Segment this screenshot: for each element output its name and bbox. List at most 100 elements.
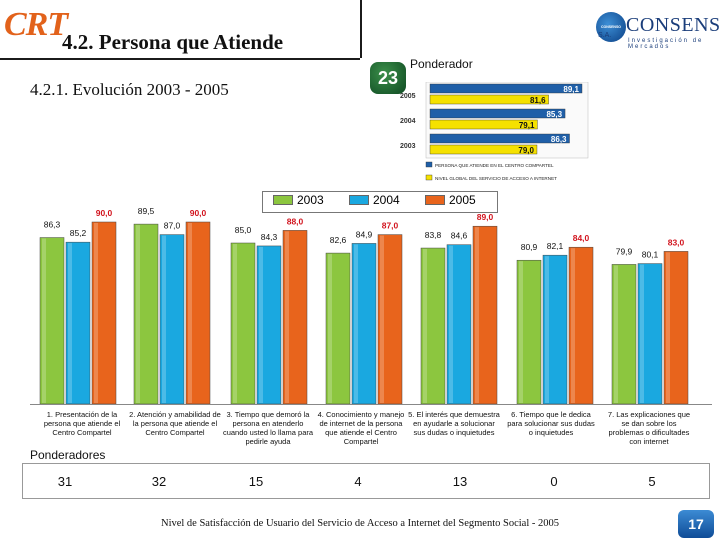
category-label-6: 6. Tiempo que le dedica para solucionar … bbox=[507, 410, 595, 437]
bar-label-q4-2005: 87,0 bbox=[382, 221, 399, 231]
legend-item-2005: 2005 bbox=[425, 193, 476, 207]
legend-label-2004: 2004 bbox=[373, 193, 400, 207]
bar-shine-q1-2005 bbox=[94, 223, 98, 403]
category-label-7: 7. Las explicaciones que se dan sobre lo… bbox=[607, 410, 691, 446]
summary-bar-label-2003-global: 79,0 bbox=[518, 146, 534, 155]
summary-bar-label-2005-persona: 89,1 bbox=[563, 85, 579, 94]
summary-category-2003: 2003 bbox=[400, 143, 416, 150]
summary-bar-label-2004-persona: 85,3 bbox=[546, 110, 562, 119]
bar-q6-2004 bbox=[542, 254, 568, 405]
summary-bar-2003-persona bbox=[429, 133, 570, 144]
footer-caption: Nivel de Satisfacción de Usuario del Ser… bbox=[160, 518, 559, 529]
bar-q4-2005 bbox=[377, 234, 403, 405]
summary-bar-2004-persona bbox=[429, 108, 566, 119]
category-label-5: 5. El interés que demuestra en ayudarle … bbox=[408, 410, 500, 437]
brand-tagline: Investigación de Mercados bbox=[628, 38, 704, 50]
bar-label-q3-2003: 85,0 bbox=[235, 225, 252, 235]
consenso-logo-icon: CONSENSO bbox=[596, 12, 626, 42]
legend-swatch-2003 bbox=[273, 195, 293, 205]
summary-legend-label-2: NIVEL GLOBAL DEL SERVICIO DE ACCESO A IN… bbox=[435, 176, 557, 181]
bar-shine-q2-2004 bbox=[162, 235, 166, 403]
bar-q1-2005 bbox=[91, 221, 117, 405]
legend-label-2003: 2003 bbox=[297, 193, 324, 207]
bar-label-q6-2003: 80,9 bbox=[521, 242, 538, 252]
summary-category-2005: 2005 bbox=[400, 93, 416, 100]
ponderador-value-1: 31 bbox=[57, 474, 73, 489]
bar-q7-2004 bbox=[637, 263, 663, 405]
summary-category-2004: 2004 bbox=[400, 118, 416, 125]
bar-label-q7-2004: 80,1 bbox=[642, 250, 659, 260]
ponderador-label: Ponderador bbox=[410, 57, 473, 71]
bar-label-q2-2003: 89,5 bbox=[138, 206, 155, 216]
summary-legend-label-1: PERSONA QUE ATIENDE EN EL CENTRO COMPART… bbox=[435, 163, 554, 168]
legend-item-2003: 2003 bbox=[273, 193, 324, 207]
summary-bar-chart: 2005 89,1 81,6 2004 85,3 79,1 2003 86,3 79,0 PERS… bbox=[400, 82, 589, 181]
bar-label-q5-2004: 84,6 bbox=[451, 231, 468, 241]
ponderador-value-4: 4 bbox=[354, 474, 362, 489]
ponderador-value-6: 0 bbox=[550, 474, 558, 489]
bar-shine-q6-2003 bbox=[519, 261, 523, 403]
bar-shine-q4-2005 bbox=[380, 235, 384, 403]
summary-bar-2004-global bbox=[429, 119, 538, 130]
bar-shine-q4-2003 bbox=[328, 254, 332, 403]
bar-shine-q4-2004 bbox=[354, 244, 358, 403]
summary-legend-swatch-1 bbox=[425, 161, 433, 168]
bar-q3-2005 bbox=[282, 230, 308, 405]
bar-label-q6-2005: 84,0 bbox=[573, 233, 590, 243]
bar-shine-q1-2004 bbox=[68, 243, 72, 403]
ponderador-value-7: 5 bbox=[648, 474, 656, 489]
summary-bar-2005-persona bbox=[429, 83, 583, 94]
legend-label-2005: 2005 bbox=[449, 193, 476, 207]
bar-shine-q1-2003 bbox=[42, 238, 46, 403]
bar-q6-2005 bbox=[568, 246, 594, 405]
category-label-4: 4. Conocimiento y manejo de internet de … bbox=[317, 410, 405, 446]
bar-shine-q7-2004 bbox=[640, 264, 644, 403]
bar-q4-2003 bbox=[325, 252, 351, 405]
summary-legend-swatch-2 bbox=[425, 174, 433, 181]
bar-label-q1-2005: 90,0 bbox=[96, 208, 113, 218]
bar-q3-2004 bbox=[256, 245, 282, 405]
bar-q2-2005 bbox=[185, 221, 211, 405]
bar-q5-2004 bbox=[446, 244, 472, 405]
legend-item-2004: 2004 bbox=[349, 193, 400, 207]
ponderador-value-3: 15 bbox=[248, 474, 264, 489]
bar-shine-q5-2003 bbox=[423, 249, 427, 403]
bar-label-q5-2003: 83,8 bbox=[425, 230, 442, 240]
header-divider bbox=[0, 58, 360, 60]
bar-shine-q2-2005 bbox=[188, 223, 192, 403]
bar-shine-q6-2004 bbox=[545, 256, 549, 403]
bar-label-q2-2004: 87,0 bbox=[164, 221, 181, 231]
bar-q1-2004 bbox=[65, 241, 91, 405]
bar-shine-q6-2005 bbox=[571, 248, 575, 403]
bar-shine-q5-2004 bbox=[449, 245, 453, 403]
bar-label-q2-2005: 90,0 bbox=[190, 208, 207, 218]
ponderador-badge: 23 bbox=[370, 62, 406, 94]
bar-q5-2003 bbox=[420, 247, 446, 405]
bar-shine-q5-2005 bbox=[475, 227, 479, 403]
bar-label-q4-2003: 82,6 bbox=[330, 235, 347, 245]
bar-label-q7-2005: 83,0 bbox=[668, 237, 685, 247]
page-number: 17 bbox=[678, 510, 714, 538]
summary-bar-2005-global bbox=[429, 94, 549, 105]
header-divider-vertical bbox=[360, 0, 362, 58]
bar-label-q3-2005: 88,0 bbox=[287, 216, 304, 226]
summary-bar-label-2003-persona: 86,3 bbox=[551, 135, 567, 144]
bar-q7-2003 bbox=[611, 264, 637, 405]
legend-swatch-2005 bbox=[425, 195, 445, 205]
bar-shine-q7-2005 bbox=[666, 252, 670, 403]
crt-logo: CRT bbox=[4, 6, 68, 43]
category-label-2: 2. Atención y amabilidad de la persona q… bbox=[129, 410, 221, 437]
ponderador-value-5: 13 bbox=[452, 474, 468, 489]
bar-label-q4-2004: 84,9 bbox=[356, 229, 373, 239]
page-title: 4.2. Persona que Atiende bbox=[62, 30, 284, 54]
bar-label-q7-2003: 79,9 bbox=[616, 246, 633, 256]
category-label-1: 1. Presentación de la persona que atiend… bbox=[43, 410, 121, 437]
brand-suffix: S.A. bbox=[598, 32, 612, 39]
bar-shine-q3-2005 bbox=[285, 231, 289, 403]
bar-label-q1-2003: 86,3 bbox=[44, 220, 61, 230]
bar-shine-q3-2003 bbox=[233, 244, 237, 403]
attribute-bar-chart: 86,3 85,2 90,0 89,5 87,0 90,0 85,0 84,3 88,0 82,6… bbox=[30, 206, 712, 405]
bar-q1-2003 bbox=[39, 237, 65, 405]
bar-label-q6-2004: 82,1 bbox=[547, 241, 564, 251]
legend-swatch-2004 bbox=[349, 195, 369, 205]
